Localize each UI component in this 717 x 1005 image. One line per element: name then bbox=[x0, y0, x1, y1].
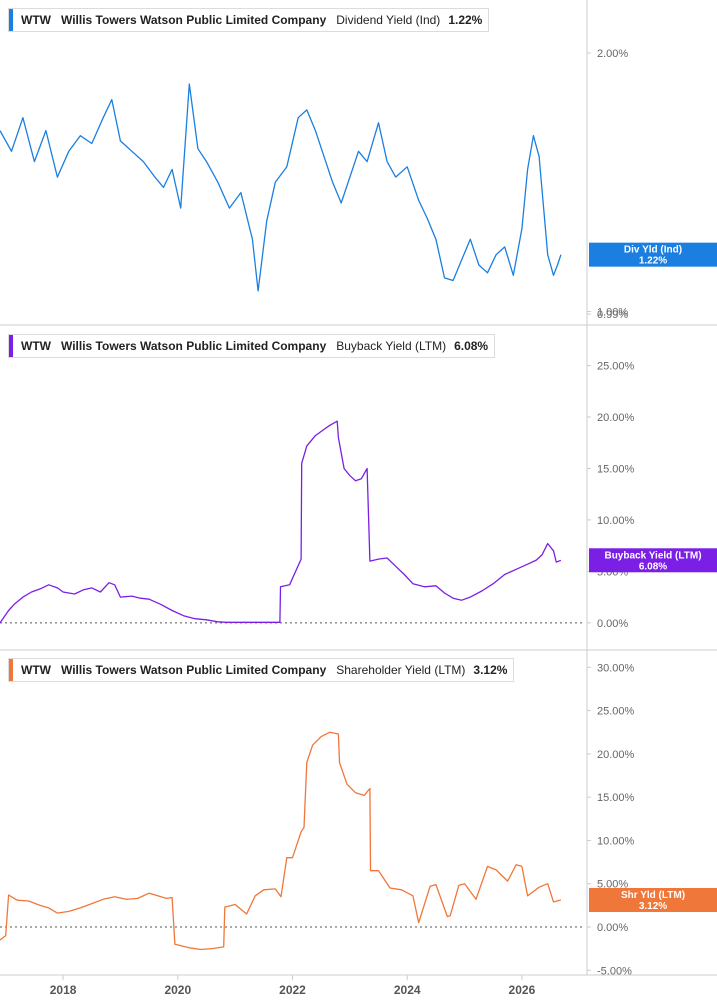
y-tick-label: 0.00% bbox=[597, 922, 628, 934]
value-tag-value: 3.12% bbox=[639, 901, 667, 912]
y-tick-label: 15.00% bbox=[597, 792, 635, 804]
y-tick-label: 25.00% bbox=[597, 361, 635, 373]
y-tick-label: 10.00% bbox=[597, 515, 635, 527]
legend-dividend-yield[interactable]: WTW Willis Towers Watson Public Limited … bbox=[8, 8, 490, 32]
series-line-dividend[interactable] bbox=[0, 83, 562, 292]
value-tag-label: Div Yld (Ind) bbox=[624, 245, 682, 256]
company-name: Willis Towers Watson Public Limited Comp… bbox=[60, 663, 327, 677]
value-tag-value: 6.08% bbox=[639, 561, 667, 572]
series-line-buyback[interactable] bbox=[0, 420, 562, 624]
y-tick-label: 25.00% bbox=[597, 706, 635, 718]
x-tick-label: 2020 bbox=[164, 983, 191, 997]
x-tick-label: 2022 bbox=[279, 983, 306, 997]
y-tick-label: 15.00% bbox=[597, 463, 635, 475]
y-tick-label: 5.00% bbox=[597, 879, 628, 891]
metric-value: 6.08% bbox=[454, 339, 489, 353]
series-line-shareholder[interactable] bbox=[0, 731, 562, 951]
metric-name: Shareholder Yield (LTM) bbox=[336, 663, 466, 677]
chart-panel-1: 2.00%0.99%1.00%Div Yld (Ind)1.22% bbox=[0, 0, 717, 325]
metric-value: 1.22% bbox=[448, 13, 483, 27]
ticker-label: WTW bbox=[21, 339, 51, 353]
value-tag-box bbox=[589, 548, 717, 573]
y-tick-label: 2.00% bbox=[597, 48, 628, 60]
value-tag: Div Yld (Ind)1.22% bbox=[589, 242, 717, 267]
y-tick-label: 0.00% bbox=[597, 618, 628, 630]
y-tick-label: 30.00% bbox=[597, 662, 635, 674]
value-tag: Buyback Yield (LTM)6.08% bbox=[589, 548, 717, 573]
series-color-swatch bbox=[9, 9, 13, 31]
series-color-swatch bbox=[9, 659, 13, 681]
y-tick-label: 20.00% bbox=[597, 412, 635, 424]
metric-value: 3.12% bbox=[473, 663, 508, 677]
company-name: Willis Towers Watson Public Limited Comp… bbox=[60, 13, 327, 27]
y-tick-label: 1.00% bbox=[597, 307, 628, 319]
value-tag-label: Shr Yld (LTM) bbox=[621, 890, 685, 901]
x-tick-label: 2026 bbox=[509, 983, 536, 997]
legend-shareholder-yield[interactable]: WTW Willis Towers Watson Public Limited … bbox=[8, 658, 515, 682]
metric-name: Dividend Yield (Ind) bbox=[336, 13, 441, 27]
series-color-swatch bbox=[9, 335, 13, 357]
y-tick-label: 10.00% bbox=[597, 835, 635, 847]
x-axis: 2018 2020 2022 2024 2026 bbox=[0, 974, 717, 997]
y-tick-label: 20.00% bbox=[597, 749, 635, 761]
ticker-label: WTW bbox=[21, 13, 51, 27]
value-tag-value: 1.22% bbox=[639, 256, 667, 267]
value-tag: Shr Yld (LTM)3.12% bbox=[589, 887, 717, 912]
y-tick-label: -5.00% bbox=[597, 965, 632, 977]
chart-panel-3: 30.00% 25.00% 20.00% 15.00% 10.00% 5.00% 0.00%… bbox=[0, 649, 717, 977]
chart-panel-2: 25.00%20.00%15.00%10.00%5.00%0.00%Buybac… bbox=[0, 324, 717, 650]
x-tick-label: 2024 bbox=[394, 983, 421, 997]
value-tag-box bbox=[589, 887, 717, 912]
metric-name: Buyback Yield (LTM) bbox=[336, 339, 447, 353]
value-tag-box bbox=[589, 242, 717, 267]
legend-buyback-yield[interactable]: WTW Willis Towers Watson Public Limited … bbox=[8, 334, 496, 358]
x-tick-label: 2018 bbox=[50, 983, 77, 997]
company-name: Willis Towers Watson Public Limited Comp… bbox=[60, 339, 327, 353]
y-tick-label: 0.99% bbox=[597, 309, 628, 321]
value-tag-label: Buyback Yield (LTM) bbox=[604, 550, 701, 561]
ticker-label: WTW bbox=[21, 663, 51, 677]
